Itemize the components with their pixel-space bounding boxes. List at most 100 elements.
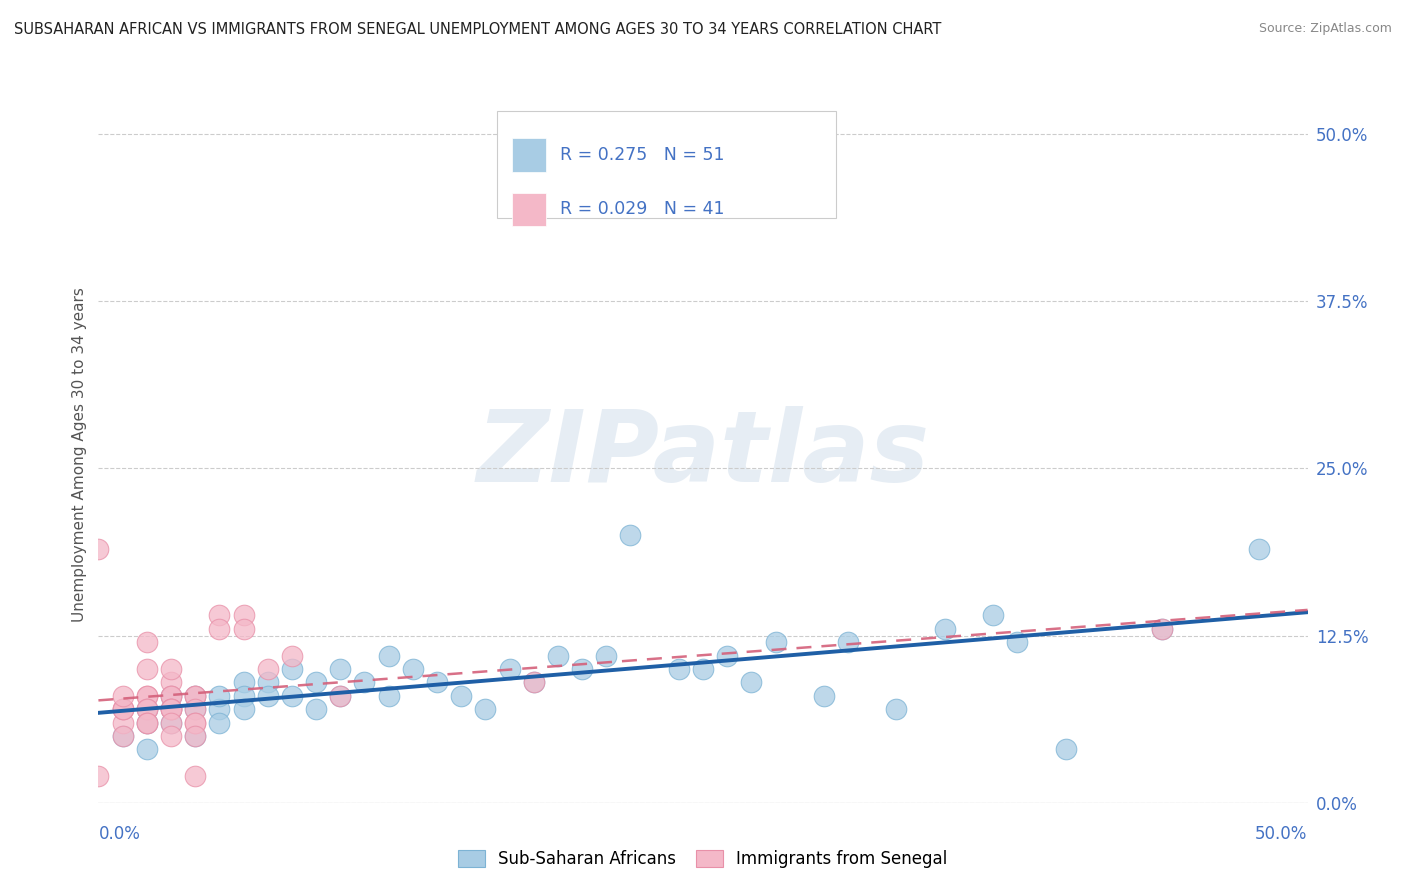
Point: [184, 689, 207, 703]
Point: [886, 702, 908, 716]
Point: [111, 702, 134, 716]
Point: [232, 675, 254, 690]
Text: R = 0.275   N = 51: R = 0.275 N = 51: [561, 146, 725, 164]
Point: [256, 689, 278, 703]
Point: [160, 702, 183, 716]
Point: [111, 715, 134, 730]
Point: [184, 729, 207, 743]
Point: [256, 675, 278, 690]
Point: [184, 702, 207, 716]
Point: [474, 702, 496, 716]
Point: [160, 689, 183, 703]
Point: [208, 622, 231, 636]
Point: [692, 662, 714, 676]
Point: [135, 702, 157, 716]
Point: [329, 662, 352, 676]
Point: [232, 702, 254, 716]
Point: [184, 729, 207, 743]
Text: Source: ZipAtlas.com: Source: ZipAtlas.com: [1258, 22, 1392, 36]
FancyBboxPatch shape: [512, 138, 546, 172]
Point: [160, 662, 183, 676]
Point: [208, 702, 231, 716]
Point: [426, 675, 449, 690]
Point: [353, 675, 375, 690]
Point: [111, 689, 134, 703]
Point: [160, 689, 183, 703]
Point: [716, 648, 738, 663]
Point: [498, 662, 520, 676]
Point: [135, 689, 157, 703]
Point: [184, 689, 207, 703]
Point: [160, 689, 183, 703]
Point: [1152, 622, 1174, 636]
Point: [232, 608, 254, 623]
Legend: Sub-Saharan Africans, Immigrants from Senegal: Sub-Saharan Africans, Immigrants from Se…: [451, 843, 955, 875]
Text: ZIPatlas: ZIPatlas: [477, 407, 929, 503]
Point: [135, 715, 157, 730]
Point: [377, 689, 399, 703]
Point: [160, 702, 183, 716]
Point: [619, 528, 641, 542]
Point: [135, 702, 157, 716]
Point: [547, 648, 569, 663]
Point: [111, 702, 134, 716]
Point: [184, 689, 207, 703]
Point: [523, 675, 546, 690]
Point: [208, 715, 231, 730]
Point: [305, 675, 328, 690]
Point: [329, 689, 352, 703]
Point: [208, 689, 231, 703]
Point: [571, 662, 593, 676]
Point: [184, 715, 207, 730]
Point: [135, 742, 157, 756]
Point: [934, 622, 956, 636]
Point: [523, 675, 546, 690]
FancyBboxPatch shape: [512, 193, 546, 226]
Point: [135, 702, 157, 716]
Y-axis label: Unemployment Among Ages 30 to 34 years: Unemployment Among Ages 30 to 34 years: [72, 287, 87, 623]
Point: [135, 662, 157, 676]
Point: [329, 689, 352, 703]
Point: [981, 608, 1004, 623]
Point: [595, 648, 617, 663]
Text: 50.0%: 50.0%: [1256, 825, 1308, 843]
Point: [135, 715, 157, 730]
Point: [837, 635, 859, 649]
Text: R = 0.029   N = 41: R = 0.029 N = 41: [561, 201, 725, 219]
Point: [256, 662, 278, 676]
Point: [111, 702, 134, 716]
Point: [1249, 541, 1271, 556]
Point: [135, 715, 157, 730]
Point: [160, 715, 183, 730]
Point: [208, 608, 231, 623]
Point: [813, 689, 835, 703]
Point: [1007, 635, 1029, 649]
Point: [232, 622, 254, 636]
Text: 0.0%: 0.0%: [98, 825, 141, 843]
Point: [305, 702, 328, 716]
Point: [135, 689, 157, 703]
Point: [402, 662, 425, 676]
Point: [740, 675, 762, 690]
Point: [184, 769, 207, 783]
Point: [111, 729, 134, 743]
Point: [668, 662, 690, 676]
Point: [450, 689, 472, 703]
Point: [135, 635, 157, 649]
Point: [87, 769, 110, 783]
Point: [160, 702, 183, 716]
Point: [281, 662, 304, 676]
Text: SUBSAHARAN AFRICAN VS IMMIGRANTS FROM SENEGAL UNEMPLOYMENT AMONG AGES 30 TO 34 Y: SUBSAHARAN AFRICAN VS IMMIGRANTS FROM SE…: [14, 22, 942, 37]
Point: [111, 729, 134, 743]
Point: [184, 715, 207, 730]
Point: [232, 689, 254, 703]
Point: [377, 648, 399, 663]
Point: [87, 541, 110, 556]
Point: [184, 702, 207, 716]
Point: [1054, 742, 1077, 756]
Point: [160, 715, 183, 730]
Point: [281, 648, 304, 663]
Point: [765, 635, 787, 649]
Point: [281, 689, 304, 703]
FancyBboxPatch shape: [498, 111, 837, 219]
